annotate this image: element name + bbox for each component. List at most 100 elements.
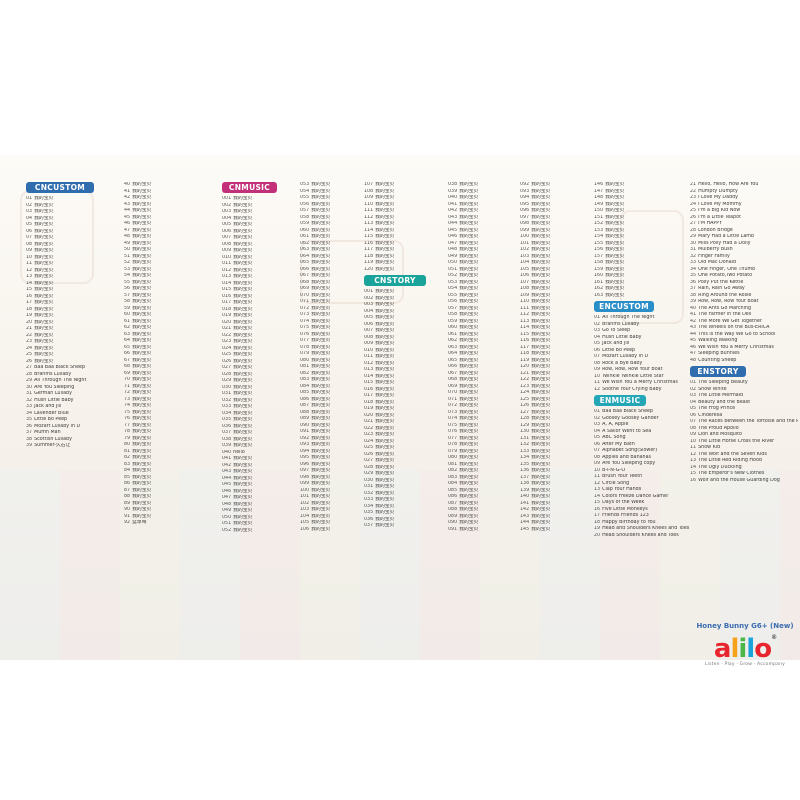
song-number: 151 — [594, 214, 604, 220]
song-number: 011 — [222, 261, 232, 266]
song-number: 02 — [26, 202, 33, 208]
song-number: 012 — [222, 267, 232, 273]
song-number: 142 — [520, 507, 530, 512]
song-number: 162 — [594, 286, 604, 291]
song-item: 35 Little Bo Peep — [26, 417, 121, 424]
song-item: 79 我的宝贝 — [124, 436, 219, 443]
song-number: 16 — [690, 477, 697, 483]
song-title: 我的宝贝 — [311, 325, 331, 330]
song-number: 16 — [26, 293, 33, 299]
song-number: 002 — [364, 295, 374, 301]
song-title: 我的宝贝 — [375, 399, 395, 405]
song-title: 我的宝贝 — [233, 274, 253, 279]
song-title: 我的宝贝 — [531, 305, 551, 311]
song-item: 05 ABC Song — [594, 435, 689, 442]
song-item: 52 我的宝贝 — [124, 260, 219, 267]
song-number: 46 — [690, 344, 697, 350]
song-title: 我的宝贝 — [132, 260, 152, 265]
song-number: 46 — [124, 221, 131, 226]
song-number: 041 — [448, 201, 458, 207]
song-item: 134 我的宝贝 — [520, 455, 615, 462]
song-number: 85 — [124, 474, 131, 480]
song-number: 22 — [26, 332, 33, 338]
song-item: 039 我的宝贝 — [222, 443, 317, 450]
song-item: 36 Polly Put the Kettle — [690, 280, 798, 287]
song-title: 我的宝贝 — [459, 383, 479, 389]
song-item: 26 我的宝贝 — [26, 359, 121, 366]
song-title: 我的宝贝 — [233, 462, 253, 468]
song-title: 我的宝贝 — [375, 458, 395, 463]
song-number: 39 — [690, 299, 697, 304]
song-item: 119 我的宝贝 — [364, 260, 459, 267]
song-number: 118 — [520, 351, 530, 356]
song-title: 我的宝贝 — [459, 325, 479, 330]
song-item: 84 我的宝贝 — [124, 468, 219, 475]
song-number: 051 — [448, 266, 458, 272]
song-item: 04 A Sailor Went to Sea — [594, 429, 689, 436]
song-title: 我的宝贝 — [459, 253, 479, 259]
song-number: 153 — [594, 227, 604, 233]
song-number: 080 — [448, 455, 458, 460]
song-title: 我的宝贝 — [233, 241, 253, 247]
song-item: 08 Rock a Bye Baby — [594, 361, 689, 368]
song-title: 我的宝贝 — [459, 468, 479, 473]
song-title: 我的宝贝 — [233, 287, 253, 292]
song-number: 079 — [300, 351, 310, 356]
song-item: 096 我的宝贝 — [300, 462, 395, 469]
song-item: 011 我的宝贝 — [364, 354, 459, 361]
song-title: 我的宝贝 — [132, 273, 152, 278]
song-item: 78 我的宝贝 — [124, 429, 219, 436]
song-item: 105 我的宝贝 — [520, 267, 615, 274]
song-item: 091 我的宝贝 — [300, 429, 395, 436]
section-header-cnmusic: CNMUSIC — [222, 182, 277, 193]
song-number: 45 — [124, 214, 131, 220]
song-title: 我的宝贝 — [459, 273, 479, 278]
song-number: 017 — [222, 300, 232, 305]
song-item: 02 Goosey Goosey Gander — [594, 416, 689, 423]
song-title: 我的宝贝 — [132, 299, 152, 304]
song-title: 我的宝贝 — [132, 455, 152, 460]
song-number: 065 — [448, 357, 458, 363]
song-item: 05 The Frog Prince — [690, 406, 798, 413]
song-number: 55 — [124, 279, 131, 285]
song-item: 030 我的宝贝 — [222, 385, 317, 392]
song-title: Hush Little Baby — [602, 334, 642, 340]
song-item: 029 我的宝贝 — [222, 378, 317, 385]
song-title: 我的宝贝 — [459, 396, 479, 402]
song-item: 47 Sleeping Bunnies — [690, 351, 798, 358]
song-title: 我的宝贝 — [459, 195, 479, 200]
song-title: Mary Had a Little Lamb — [698, 234, 755, 239]
song-number: 138 — [520, 481, 530, 486]
song-number: 33 — [26, 404, 33, 409]
song-title: 我的宝贝 — [459, 357, 479, 363]
song-title: 我的宝贝 — [459, 429, 479, 434]
song-title: 我的宝贝 — [132, 442, 152, 447]
song-number: 132 — [520, 442, 530, 447]
song-title: 我的宝贝 — [605, 195, 625, 200]
song-number: 086 — [448, 494, 458, 499]
song-number: 114 — [364, 227, 374, 233]
song-item: 078 我的宝贝 — [448, 442, 543, 449]
song-number: 33 — [690, 260, 697, 265]
song-number: 037 — [364, 523, 374, 528]
song-number: 08 — [690, 425, 697, 431]
song-number: 100 — [520, 234, 530, 239]
song-title: Row, Row, Row Your Boat — [698, 299, 759, 304]
song-title: 我的宝贝 — [605, 279, 625, 285]
song-number: 20 — [26, 319, 33, 325]
song-item: 040 hello — [222, 450, 317, 457]
song-title: 我的宝贝 — [132, 513, 152, 519]
song-title: 我的宝贝 — [605, 201, 625, 207]
song-item: 10 B-I-N-G-O — [594, 468, 689, 475]
song-item: 119 我的宝贝 — [520, 358, 615, 365]
song-item: 077 我的宝贝 — [448, 436, 543, 443]
song-item: 104 我的宝贝 — [300, 514, 395, 521]
song-number: 044 — [448, 221, 458, 226]
song-item: 089 我的宝贝 — [448, 514, 543, 521]
song-title: 我的宝贝 — [531, 370, 551, 376]
song-title: The Farmer in the Dell — [698, 312, 752, 317]
song-number: 14 — [26, 280, 33, 286]
song-number: 053 — [300, 182, 310, 187]
song-title: The Proud Apollo — [698, 425, 739, 431]
song-number: 018 — [364, 399, 374, 405]
